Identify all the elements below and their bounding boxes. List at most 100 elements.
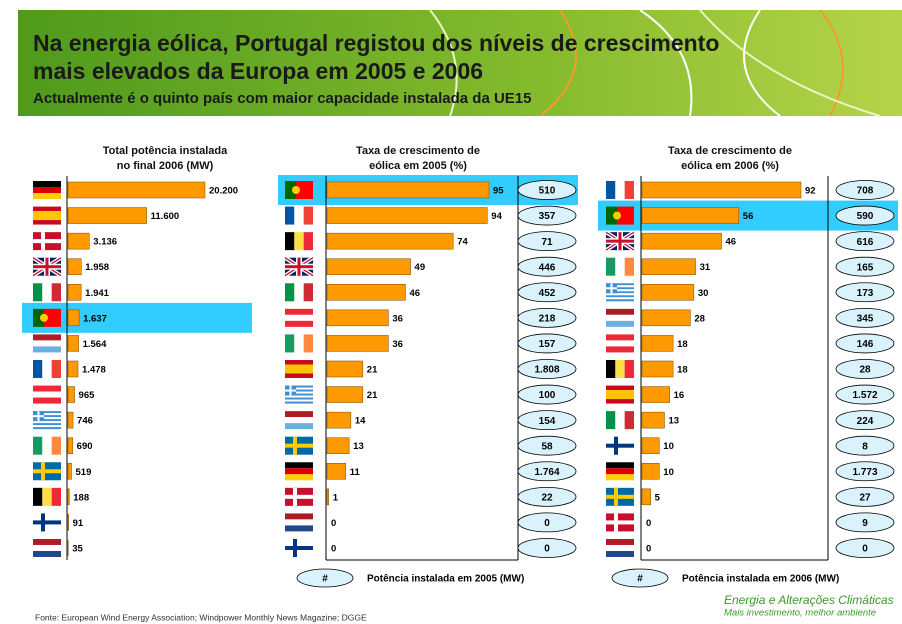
legend-label: Potência instalada em 2005 (MW)	[367, 574, 524, 585]
bar	[326, 335, 389, 352]
installed-label: 224	[857, 416, 874, 427]
flag	[33, 308, 61, 327]
flag-part	[33, 413, 61, 416]
flag-part	[33, 359, 43, 378]
flag-part	[285, 423, 313, 430]
flag-part	[51, 487, 61, 506]
flag-part	[606, 538, 634, 545]
installed-ellipse	[517, 486, 577, 507]
bar	[67, 309, 80, 327]
flag-part	[33, 193, 61, 199]
flag-part	[606, 308, 634, 315]
flag-part	[33, 385, 61, 392]
flag	[285, 232, 313, 251]
value-label: 18	[677, 339, 688, 350]
flag-part	[33, 308, 44, 327]
flag-part	[285, 399, 313, 402]
bar	[326, 463, 347, 480]
legend-symbol: #	[322, 574, 328, 585]
bar	[67, 437, 73, 454]
flag-part	[285, 320, 313, 327]
flag-part	[40, 313, 48, 322]
flag-part	[33, 265, 61, 269]
installed-ellipse	[835, 231, 895, 252]
installed-ellipse	[835, 538, 895, 558]
value-label: 0	[331, 543, 336, 554]
flag-part	[285, 519, 313, 526]
flag-part	[606, 390, 634, 395]
installed-label: 71	[541, 237, 553, 248]
flag-part	[285, 393, 313, 396]
value-label: 49	[415, 262, 426, 273]
bar	[326, 386, 364, 403]
flag	[283, 256, 315, 278]
flag-part	[624, 181, 634, 199]
value-label: 92	[805, 186, 816, 197]
flag-part	[303, 334, 313, 353]
bar	[641, 463, 660, 480]
installed-label: 452	[539, 288, 556, 299]
flag-part	[285, 283, 295, 302]
flag-part	[606, 359, 616, 378]
subtitle: Actualmente é o quinto país com maior ca…	[33, 90, 531, 107]
value-label: 94	[491, 211, 502, 222]
flag-part	[606, 287, 634, 290]
installed-ellipse	[517, 282, 577, 303]
flag	[285, 436, 313, 455]
value-label: 0	[646, 543, 651, 554]
installed-ellipse	[835, 410, 895, 431]
bar	[641, 437, 660, 454]
value-label: 965	[79, 390, 96, 401]
flag-part	[606, 291, 634, 294]
flag-part	[33, 334, 61, 341]
installed-ellipse	[835, 307, 895, 328]
flag-part	[33, 419, 61, 422]
flag-part	[613, 211, 621, 220]
flag-part	[606, 550, 634, 557]
flag	[285, 462, 313, 481]
value-label: 91	[73, 518, 84, 529]
flag-part	[33, 415, 44, 418]
flag-part	[285, 494, 313, 499]
flag-part	[285, 359, 313, 365]
installed-ellipse	[835, 256, 895, 277]
flag	[33, 538, 61, 557]
flag	[606, 385, 634, 404]
flag	[606, 308, 634, 327]
bar	[641, 207, 740, 224]
flag-part	[285, 389, 296, 392]
flag	[285, 513, 313, 532]
flag-part	[285, 373, 313, 378]
flag-part	[33, 283, 43, 302]
flag-part	[285, 401, 313, 404]
installed-label: 0	[544, 544, 550, 555]
flag	[285, 359, 313, 378]
flag-part	[285, 334, 295, 353]
flag-part	[606, 289, 634, 292]
flag-part	[606, 462, 634, 469]
flag-part	[51, 283, 61, 302]
bar	[641, 411, 665, 429]
legend-label: Potência instalada em 2006 (MW)	[682, 574, 839, 585]
value-label: 74	[457, 237, 468, 248]
bar	[641, 386, 670, 403]
flag-part	[606, 299, 634, 302]
flag-part	[285, 206, 295, 225]
title-line: mais elevados da Europa em 2005 e 2006	[33, 58, 483, 84]
flag-part	[606, 314, 634, 321]
installed-label: 1.764	[534, 467, 559, 478]
bar	[67, 411, 74, 429]
flag	[606, 283, 634, 302]
bar	[641, 284, 695, 301]
flag-part	[606, 520, 634, 525]
installed-ellipse	[835, 435, 895, 456]
flag	[33, 462, 61, 481]
installed-ellipse	[517, 512, 577, 533]
bar	[67, 360, 79, 378]
flag-part	[33, 215, 61, 221]
installed-ellipse	[517, 384, 577, 405]
flag-part	[294, 232, 304, 251]
flag-part	[615, 257, 625, 276]
value-label: 188	[73, 492, 89, 503]
installed-label: 22	[541, 492, 553, 503]
